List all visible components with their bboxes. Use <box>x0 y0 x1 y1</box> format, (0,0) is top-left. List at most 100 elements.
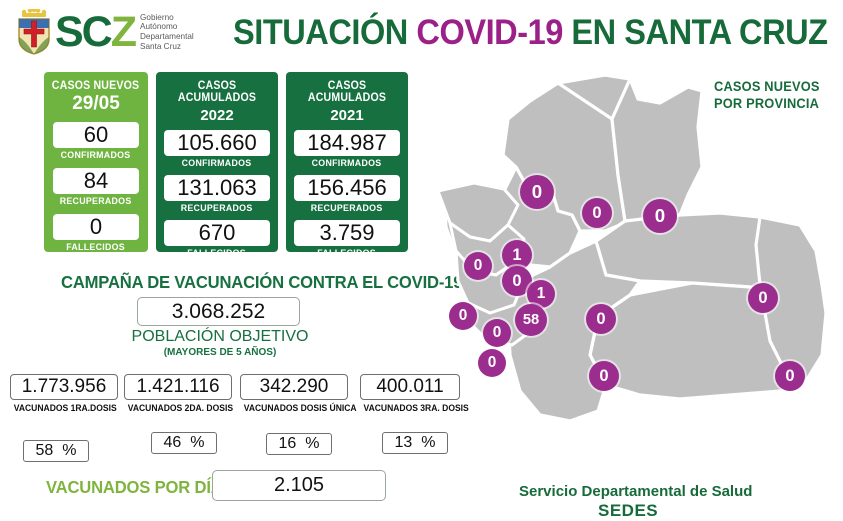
footer-service-name: Servicio Departamental de Salud <box>519 483 753 500</box>
province-case-marker[interactable]: 0 <box>478 349 506 377</box>
card-value-recovered: 131.063 <box>164 175 270 201</box>
card-title: CASOS ACUMULADOS <box>177 80 257 104</box>
coat-of-arms-icon <box>14 7 54 55</box>
marker-value: 0 <box>785 366 795 385</box>
map-caption: CASOS NUEVOS POR PROVINCIA <box>714 78 820 112</box>
marker-value: 0 <box>758 288 768 307</box>
dose-percent-third: 13 % <box>382 432 448 454</box>
target-population-label: POBLACIÓN OBJETIVO <box>131 328 309 345</box>
scz-logo: SCZ Gobierno Autónomo Departamental Sant… <box>14 6 229 58</box>
card-title: CASOS ACUMULADOS <box>307 80 387 104</box>
province-case-marker[interactable]: 1 <box>502 240 532 270</box>
target-population-note: (MAYORES DE 5 AÑOS) <box>163 347 277 358</box>
province-case-marker[interactable]: 0 <box>775 361 805 391</box>
card-value-confirmed: 184.987 <box>294 130 400 156</box>
scz-mark-part2: Z <box>110 8 137 56</box>
percent-symbol: % <box>305 435 320 452</box>
card-label-recovered: RECUPERADOS <box>60 196 132 207</box>
dose-label: VACUNADOS 3RA. DOSIS <box>363 403 469 413</box>
card-label-confirmed: CONFIRMADOS <box>182 158 252 169</box>
province-case-marker[interactable]: 0 <box>520 175 554 209</box>
percent-value: 16 <box>278 435 297 452</box>
marker-value: 0 <box>473 257 483 274</box>
dose-group-third: 400.011 VACUNADOS 3RA. DOSIS <box>360 374 469 413</box>
campaign-title: CAMPAÑA DE VACUNACIÓN CONTRA EL COVID-19 <box>61 272 463 292</box>
map-caption-line1: CASOS NUEVOS <box>714 79 820 94</box>
marker-value: 0 <box>654 205 666 226</box>
card-label-recovered: RECUPERADOS <box>181 203 253 214</box>
dose-percent-second: 46 % <box>151 432 217 454</box>
dose-value: 1.773.956 <box>10 374 118 400</box>
percent-symbol: % <box>421 434 436 451</box>
dose-value: 342.290 <box>240 374 348 400</box>
marker-value: 0 <box>487 354 497 371</box>
province-case-marker[interactable]: 0 <box>748 283 778 313</box>
card-value-recovered: 156.456 <box>294 175 400 201</box>
stat-card-accumulated-2022: CASOS ACUMULADOS 2022 105.660 CONFIRMADO… <box>156 72 278 259</box>
province-case-marker[interactable]: 1 <box>527 280 555 308</box>
marker-value: 0 <box>596 309 606 328</box>
dose-value: 1.421.116 <box>124 374 232 400</box>
gov-line-3: Departamental <box>140 32 194 41</box>
province-case-marker[interactable]: 58 <box>515 304 547 336</box>
target-population-value: 3.068.252 <box>137 297 300 326</box>
card-value-confirmed: 105.660 <box>164 130 270 156</box>
dose-label: VACUNADOS 1RA.DOSIS <box>13 403 117 413</box>
dose-group-second: 1.421.116 VACUNADOS 2DA. DOSIS <box>124 374 234 413</box>
card-subtitle: 29/05 <box>72 93 120 114</box>
dose-percent-single: 16 % <box>266 433 332 455</box>
map-shape-icon <box>436 73 828 423</box>
province-case-marker[interactable]: 0 <box>586 304 616 334</box>
marker-value: 0 <box>531 181 543 202</box>
government-name: Gobierno Autónomo Departamental Santa Cr… <box>140 13 194 51</box>
scz-mark-part1: SC <box>55 8 113 56</box>
card-label-deaths: FALLECIDOS <box>187 248 247 259</box>
card-value-deaths: 0 <box>53 214 139 240</box>
card-label-deaths: FALLECIDOS <box>317 248 377 259</box>
stat-card-accumulated-2021: CASOS ACUMULADOS 2021 184.987 CONFIRMADO… <box>286 72 408 259</box>
province-case-marker[interactable]: 0 <box>464 252 492 280</box>
gov-line-1: Gobierno <box>140 12 174 22</box>
percent-symbol: % <box>62 442 77 459</box>
card-label-recovered: RECUPERADOS <box>311 203 383 214</box>
per-day-value: 2.105 <box>212 470 386 501</box>
per-day-label: VACUNADOS POR DÍA <box>46 477 223 497</box>
dose-value: 400.011 <box>360 374 460 400</box>
card-value-recovered: 84 <box>53 168 139 194</box>
card-value-deaths: 670 <box>164 220 270 246</box>
card-title: CASOS NUEVOS <box>52 80 140 92</box>
percent-value: 46 <box>163 434 182 451</box>
province-case-marker[interactable]: 0 <box>643 199 677 233</box>
percent-value: 58 <box>35 442 54 459</box>
title-part-situacion: SITUACIÓN <box>233 13 417 52</box>
footer-sedes: SEDES <box>598 501 659 520</box>
dose-label: VACUNADOS DOSIS ÚNICA <box>243 403 357 413</box>
marker-value: 0 <box>458 307 468 324</box>
title-part-santacruz: EN SANTA CRUZ <box>562 13 828 52</box>
card-label-deaths: FALLECIDOS <box>66 242 126 253</box>
marker-value: 0 <box>512 271 522 290</box>
province-case-marker[interactable]: 0 <box>449 302 477 330</box>
stat-card-new-cases: CASOS NUEVOS 29/05 60 CONFIRMADOS 84 REC… <box>44 72 148 253</box>
marker-value: 0 <box>592 203 602 222</box>
card-label-confirmed: CONFIRMADOS <box>61 150 131 161</box>
title-part-covid: COVID-19 <box>416 13 563 52</box>
card-value-confirmed: 60 <box>53 122 139 148</box>
card-value-deaths: 3.759 <box>294 220 400 246</box>
dose-label: VACUNADOS 2DA. DOSIS <box>127 403 234 413</box>
gov-line-2: Autónomo <box>140 22 178 32</box>
page-title: SITUACIÓN COVID-19 EN SANTA CRUZ <box>233 12 828 54</box>
province-case-marker[interactable]: 0 <box>589 361 619 391</box>
marker-value: 58 <box>522 312 540 328</box>
percent-symbol: % <box>190 434 205 451</box>
province-case-marker[interactable]: 0 <box>483 319 511 347</box>
marker-value: 0 <box>492 324 502 341</box>
card-label-confirmed: CONFIRMADOS <box>312 158 382 169</box>
marker-value: 0 <box>599 366 609 385</box>
marker-value: 1 <box>512 245 522 264</box>
map-caption-line2: POR PROVINCIA <box>714 96 820 111</box>
percent-value: 13 <box>394 434 413 451</box>
province-case-marker[interactable]: 0 <box>582 198 612 228</box>
dose-percent-first: 58 % <box>23 440 89 462</box>
